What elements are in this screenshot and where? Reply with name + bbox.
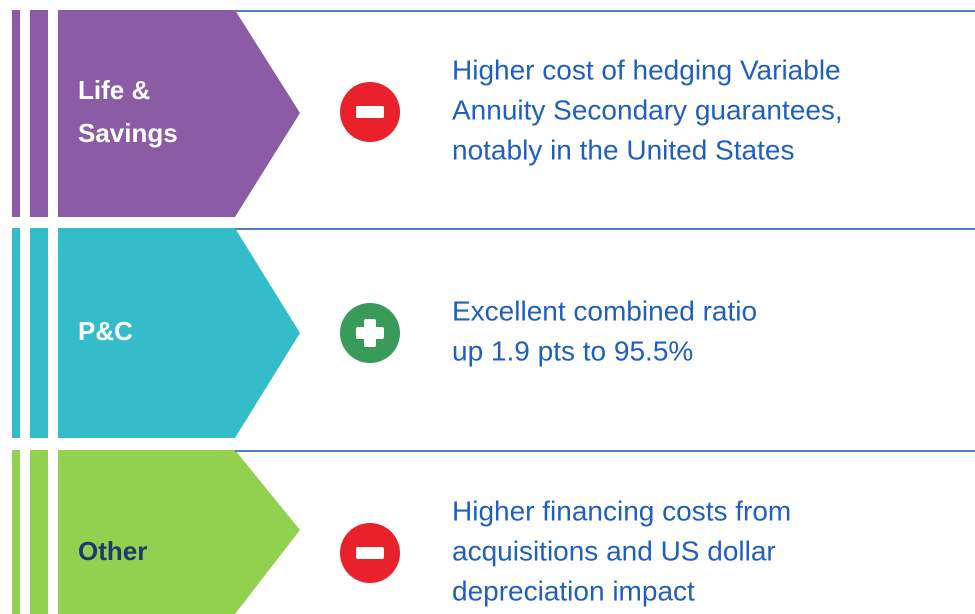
description: notably in the United States <box>452 134 794 165</box>
row-pc: P&C Excellent combined ratio up 1.9 pts … <box>12 228 975 438</box>
stripe <box>30 450 48 614</box>
segment-label: Savings <box>78 118 178 148</box>
segment-label: Other <box>78 536 147 566</box>
plus-sign <box>364 319 376 347</box>
stripe <box>12 10 20 217</box>
stripe <box>12 450 20 614</box>
description: acquisitions and US dollar <box>452 535 776 566</box>
description: Excellent combined ratio <box>452 295 757 326</box>
stripe <box>12 228 20 438</box>
segment-arrow <box>58 228 300 438</box>
description: Higher financing costs from <box>452 495 791 526</box>
segment-label: Life & <box>78 75 150 105</box>
description: up 1.9 pts to 95.5% <box>452 335 693 366</box>
description: depreciation impact <box>452 575 695 606</box>
segment-label: P&C <box>78 316 133 346</box>
stripe <box>30 228 48 438</box>
minus-sign <box>356 106 384 118</box>
minus-sign <box>356 547 384 559</box>
segment-arrow <box>58 10 300 217</box>
segment-arrow <box>58 450 300 614</box>
description: Annuity Secondary guarantees, <box>452 94 843 125</box>
description: Higher cost of hedging Variable <box>452 54 841 85</box>
row-other: Other Higher financing costs from acquis… <box>12 450 975 614</box>
stripe <box>30 10 48 217</box>
row-life-savings: Life & Savings Higher cost of hedging Va… <box>12 10 975 217</box>
